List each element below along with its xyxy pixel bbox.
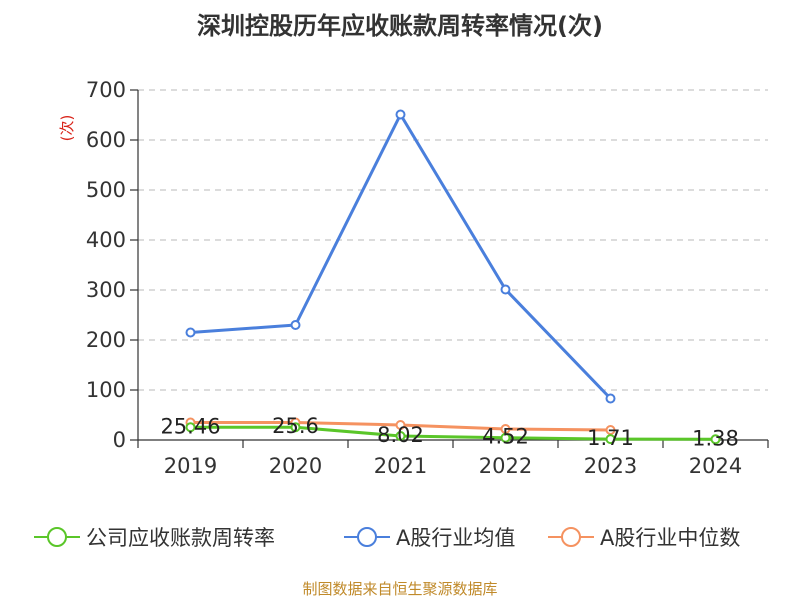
series-2-point-4 [605, 425, 616, 435]
x-tick-label-2019: 2019 [164, 454, 217, 478]
legend-item-industry-median[interactable]: A股行业中位数 [548, 522, 740, 552]
series-line-0 [190, 425, 716, 441]
x-tick-label-2024: 2024 [689, 454, 742, 478]
legend-item-industry-mean[interactable]: A股行业均值 [344, 522, 515, 552]
y-tick-label-300: 300 [86, 278, 126, 302]
series-0-point-4 [605, 434, 616, 445]
legend-label-industry-mean: A股行业均值 [396, 526, 516, 550]
x-tick-label-2021: 2021 [374, 454, 427, 478]
series-1-point-0 [185, 327, 196, 338]
data-label-2: 8.02 [377, 423, 424, 447]
legend-item-company[interactable]: 公司应收账款周转率 [34, 522, 275, 552]
legend: 公司应收账款周转率 A股行业均值 A股行业中位数 [0, 522, 800, 552]
y-axis-label: (次) [58, 115, 76, 142]
series-1-point-2 [395, 109, 406, 120]
source-footer: 制图数据来自恒生聚源数据库 [302, 580, 498, 598]
series-1-point-1 [290, 320, 301, 330]
series-line-1 [190, 113, 612, 400]
x-tick-label-2023: 2023 [584, 454, 637, 478]
series-lines [185, 109, 721, 445]
series-1-point-3 [500, 284, 511, 295]
series-1-point-4 [605, 393, 616, 404]
data-label-5: 1.38 [692, 426, 739, 450]
data-label-4: 1.71 [587, 426, 634, 450]
series-0-point-2 [395, 430, 406, 441]
y-tick-label-100: 100 [86, 378, 126, 402]
data-labels: 25.46 25.6 8.02 4.52 1.71 1.38 [160, 414, 738, 450]
data-label-1: 25.6 [272, 414, 319, 438]
series-0-point-0 [185, 422, 196, 433]
series-2-point-2 [395, 420, 406, 430]
data-label-3: 4.52 [482, 425, 529, 449]
legend-label-industry-median: A股行业中位数 [600, 526, 741, 550]
series-0-point-5 [710, 434, 721, 445]
series-0-point-3 [500, 432, 511, 443]
legend-swatch-industry-mean [344, 527, 390, 547]
y-tick-label-200: 200 [86, 328, 126, 352]
x-tick-label-2022: 2022 [479, 454, 532, 478]
legend-label-company: 公司应收账款周转率 [86, 526, 275, 550]
y-tick-label-600: 600 [86, 128, 126, 152]
chart-title: 深圳控股历年应收账款周转率情况(次) [197, 12, 603, 40]
x-tick-label-2020: 2020 [269, 454, 322, 478]
series-0-point-1 [290, 422, 301, 433]
legend-swatch-industry-median [548, 527, 594, 547]
data-label-0: 25.46 [160, 414, 220, 438]
y-tick-label-700: 700 [86, 78, 126, 102]
y-tick-label-500: 500 [86, 178, 126, 202]
grid-lines [138, 89, 768, 391]
legend-swatch-company [34, 527, 80, 547]
y-tick-label-0: 0 [113, 428, 126, 452]
y-tick-label-400: 400 [86, 228, 126, 252]
